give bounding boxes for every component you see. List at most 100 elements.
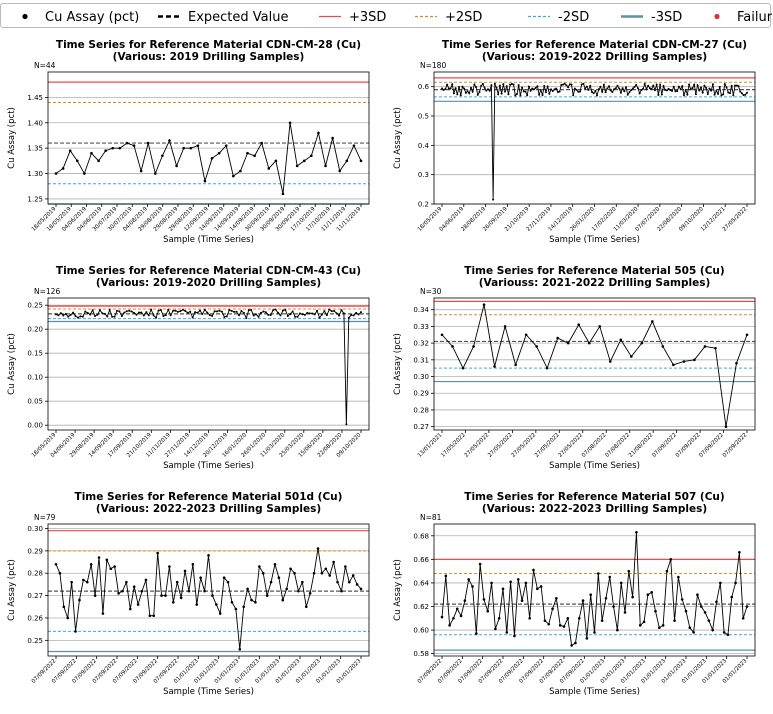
data-point xyxy=(593,631,596,634)
data-point xyxy=(274,308,277,311)
data-point xyxy=(590,90,593,93)
data-point xyxy=(172,601,175,604)
data-point xyxy=(323,310,326,313)
data-point xyxy=(521,86,524,89)
data-point xyxy=(76,316,79,319)
data-point xyxy=(301,313,304,316)
data-point xyxy=(191,316,194,319)
data-point xyxy=(66,616,70,620)
data-point xyxy=(211,314,214,317)
data-point xyxy=(264,311,267,314)
data-point xyxy=(735,84,738,87)
data-point xyxy=(162,314,165,317)
data-point xyxy=(136,603,140,606)
data-point xyxy=(744,93,747,96)
data-point xyxy=(454,87,457,90)
data-point xyxy=(223,316,226,319)
data-point xyxy=(727,91,730,94)
y-tick-label: 0.33 xyxy=(413,323,429,331)
data-point xyxy=(500,92,503,95)
data-point xyxy=(650,87,653,90)
data-point xyxy=(213,310,216,313)
data-point xyxy=(344,565,347,568)
data-point xyxy=(482,598,486,601)
data-point xyxy=(498,84,501,87)
data-point xyxy=(181,308,184,311)
data-point xyxy=(179,310,182,313)
legend-item-expected-value: Expected Value xyxy=(158,10,288,25)
data-point xyxy=(532,568,535,572)
data-point xyxy=(75,159,79,163)
data-point xyxy=(272,309,275,312)
data-point xyxy=(715,89,718,92)
data-point xyxy=(57,314,60,317)
data-point xyxy=(359,159,363,163)
data-point xyxy=(598,325,602,328)
y-tick-label: 0.6 xyxy=(418,83,430,91)
data-point xyxy=(563,82,566,85)
data-point xyxy=(103,312,106,315)
chart-title: Time Series for Reference Material CDN-C… xyxy=(56,39,361,51)
data-point xyxy=(665,89,668,92)
data-point xyxy=(186,311,189,314)
data-point xyxy=(580,83,583,86)
data-point xyxy=(274,159,278,163)
data-point xyxy=(357,313,360,316)
data-point xyxy=(650,591,653,594)
data-point xyxy=(746,91,748,94)
data-point xyxy=(132,585,136,588)
data-point xyxy=(69,313,72,316)
data-point xyxy=(90,151,93,155)
data-point xyxy=(132,144,136,147)
y-tick-label: 0.34 xyxy=(413,306,429,314)
data-point xyxy=(674,90,677,93)
chart-svg: Time Series for Reference Material CDN-C… xyxy=(7,265,370,471)
data-point xyxy=(168,139,171,142)
data-point xyxy=(681,85,684,88)
data-point xyxy=(483,86,486,89)
data-point xyxy=(514,363,517,367)
data-point xyxy=(501,587,505,591)
data-point xyxy=(684,89,687,92)
data-point xyxy=(308,592,312,595)
data-point xyxy=(507,93,510,96)
data-point xyxy=(466,90,469,93)
data-point xyxy=(325,314,328,317)
data-point xyxy=(301,580,304,584)
data-point xyxy=(250,309,253,312)
data-point xyxy=(444,574,448,578)
data-point xyxy=(242,311,245,314)
data-point xyxy=(177,310,179,313)
y-tick-label: 0.27 xyxy=(27,592,43,600)
chart-panel-501d: Time Series for Reference Material 501d … xyxy=(0,484,386,714)
data-point xyxy=(225,315,228,318)
data-point xyxy=(252,314,255,317)
data-point xyxy=(587,88,590,91)
data-point xyxy=(497,93,500,96)
data-point xyxy=(485,89,488,92)
data-point xyxy=(672,363,675,367)
data-point xyxy=(330,310,333,313)
data-point xyxy=(461,85,464,88)
data-point xyxy=(661,624,665,627)
y-tick-label: 0.32 xyxy=(413,340,429,348)
data-point xyxy=(555,596,558,600)
data-point xyxy=(294,315,297,318)
data-point xyxy=(196,311,199,314)
data-point xyxy=(196,144,200,147)
y-tick-label: 0.00 xyxy=(27,422,43,430)
data-point xyxy=(504,90,507,93)
data-point xyxy=(277,311,280,314)
data-point xyxy=(471,585,474,588)
data-point xyxy=(621,87,624,90)
data-point xyxy=(67,315,70,318)
data-point xyxy=(79,315,82,318)
data-point xyxy=(658,626,661,630)
y-axis-label: Cu Assay (pct) xyxy=(393,107,403,169)
data-point xyxy=(524,90,527,93)
data-point xyxy=(125,310,128,313)
data-point xyxy=(284,308,287,311)
y-tick-label: 0.68 xyxy=(413,532,429,540)
data-point xyxy=(455,607,459,611)
data-point xyxy=(257,315,260,318)
